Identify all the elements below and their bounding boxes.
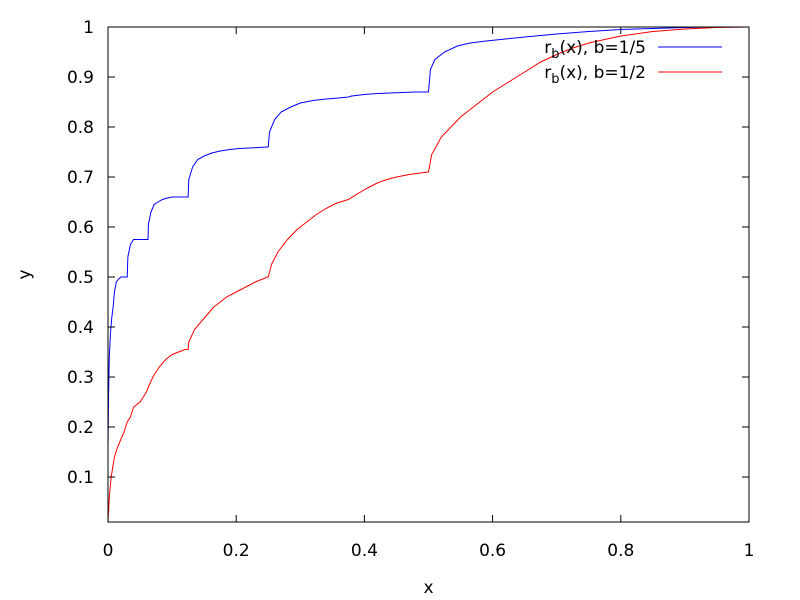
plot-frame [107,26,750,523]
series-layer [107,26,750,523]
y-tick-label: 0.7 [67,168,94,188]
y-tick-label: 0.6 [67,218,94,238]
x-axis-label: x [423,578,433,598]
series-line-2 [107,26,750,523]
legend-entry-label-1: rb(x), b=1/5 [544,38,646,62]
ticks-layer: 0 0.2 0.4 0.6 0.8 1 0.1 0.2 0.3 0.4 0.5 0.6 0.7 0.8 0.… [67,18,754,561]
y-tick-label: 0.3 [67,368,94,388]
series-line-1 [107,26,749,448]
y-tick-label: 0.2 [67,418,94,438]
x-tick-label: 0.2 [223,541,250,561]
legend-entry-label-2: rb(x), b=1/2 [544,63,646,87]
x-tick-label: 0.6 [479,541,506,561]
y-tick-label: 0.4 [67,318,94,338]
x-tick-label: 0 [103,541,114,561]
x-tick-label: 0.8 [607,541,634,561]
y-tick-label: 0.9 [67,68,94,88]
x-tick-label: 0.4 [351,541,378,561]
y-tick-label: 0.5 [67,268,94,288]
y-tick-label: 0.8 [67,118,94,138]
x-tick-label: 1 [744,541,755,561]
y-axis-label: y [15,269,35,279]
y-tick-label: 0.1 [67,468,94,488]
y-tick-label: 1 [83,18,94,38]
legend: rb(x), b=1/5rb(x), b=1/2 [544,38,722,87]
